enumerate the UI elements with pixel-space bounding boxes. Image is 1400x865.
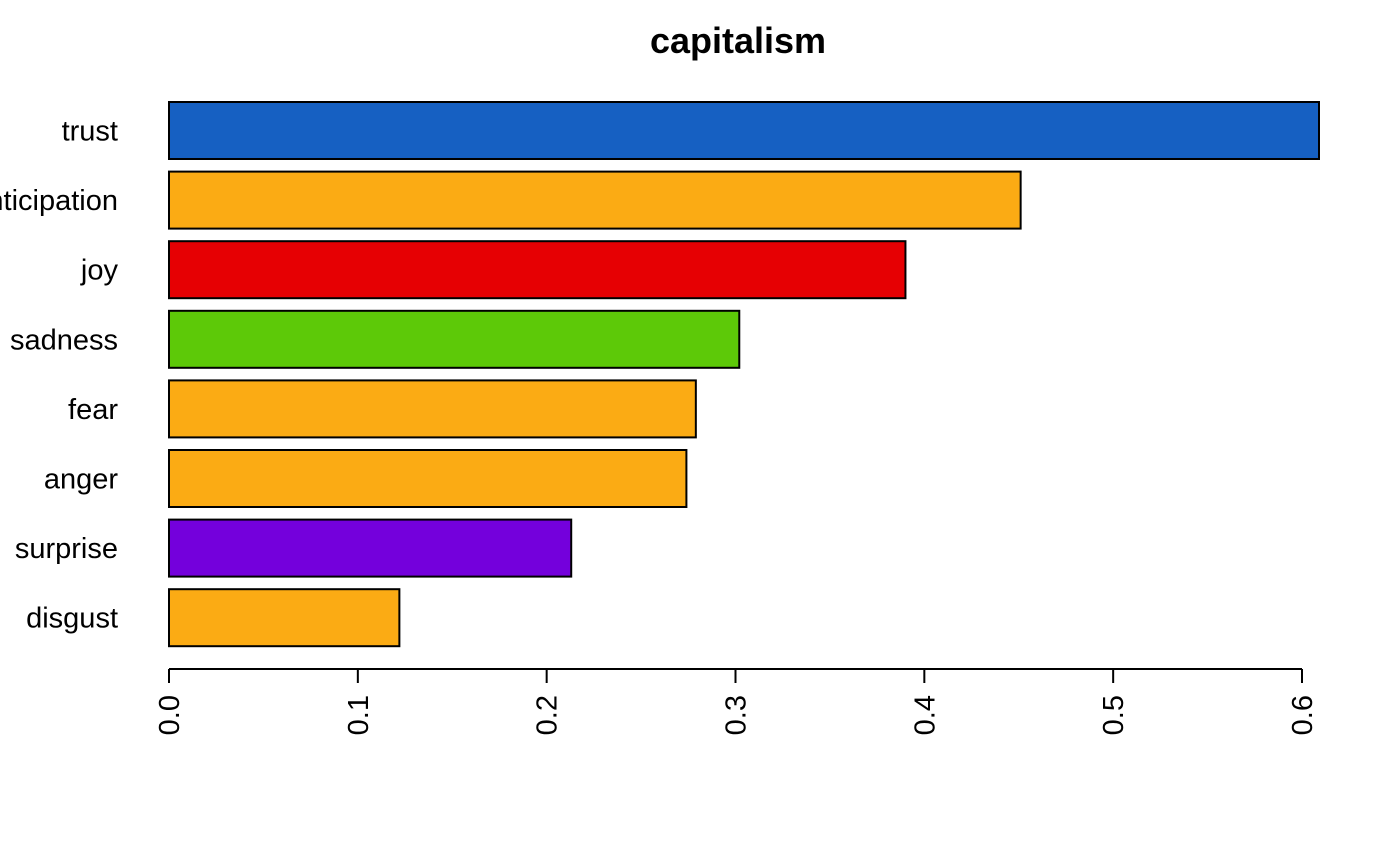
bar-disgust xyxy=(168,588,401,648)
chart-title: capitalism xyxy=(650,20,826,61)
bar-joy xyxy=(168,240,907,300)
category-label-sadness: sadness xyxy=(10,324,118,356)
x-tick-label: 0.0 xyxy=(154,695,186,735)
category-label-surprise: surprise xyxy=(15,533,118,565)
bar-anticipation xyxy=(168,170,1022,230)
category-label-fear: fear xyxy=(68,394,118,426)
bar-fear xyxy=(168,379,697,439)
category-label-anticipation: anticipation xyxy=(0,185,118,217)
x-tick-label: 0.1 xyxy=(343,695,375,735)
x-axis: 0.0 0.1 0.2 0.3 0.4 0.5 0.6 xyxy=(154,668,1319,735)
bar-sadness xyxy=(168,309,741,369)
x-tick-label: 0.3 xyxy=(721,695,753,735)
bar-trust xyxy=(168,101,1320,160)
x-tick-label: 0.2 xyxy=(532,695,564,735)
x-tick-label: 0.5 xyxy=(1098,695,1130,735)
category-label-anger: anger xyxy=(44,464,119,496)
category-labels: trust anticipation joy sadness fear anger surp… xyxy=(0,116,118,635)
bars-group xyxy=(168,101,1320,648)
category-label-disgust: disgust xyxy=(26,603,118,635)
x-tick-label: 0.6 xyxy=(1287,695,1319,735)
category-label-trust: trust xyxy=(62,116,118,148)
category-label-joy: joy xyxy=(80,255,119,287)
bar-anger xyxy=(168,449,688,508)
x-tick-label: 0.4 xyxy=(909,695,941,735)
bar-surprise xyxy=(168,518,573,578)
